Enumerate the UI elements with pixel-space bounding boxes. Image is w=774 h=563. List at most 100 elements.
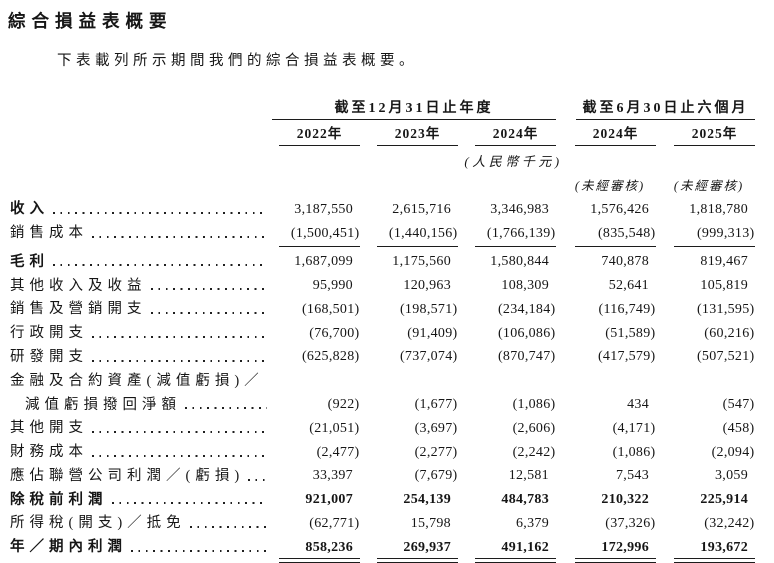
- row-label: 收入: [10, 201, 49, 218]
- value: 819,467: [700, 254, 748, 270]
- value: (60,216): [704, 325, 755, 341]
- row-label: 研發開支: [10, 348, 88, 365]
- table-row: 研發開支 (625,828) (737,074) (870,747) (417,579)…: [10, 342, 755, 366]
- value: (507,521): [696, 349, 755, 365]
- row-label: 金融及合約資產(減值虧損)／: [10, 372, 264, 389]
- value-cell: (32,242): [656, 516, 755, 532]
- value-cell: (835,548): [556, 226, 656, 242]
- row-label: 其他開支: [10, 420, 88, 437]
- value-cell: 1,818,780: [656, 202, 755, 218]
- value: (106,086): [497, 325, 556, 341]
- value-cell: (2,242): [458, 445, 556, 461]
- value: (547): [722, 397, 755, 413]
- table-row: 財務成本 (2,477) (2,277) (2,242) (1,086) (2,094): [10, 437, 755, 461]
- row-label-cell: 除稅前利潤: [10, 492, 272, 509]
- rule-single: [674, 245, 755, 247]
- value-cell: 33,397: [272, 468, 360, 484]
- value-cell: 15,798: [360, 516, 458, 532]
- row-label: 除稅前利潤: [10, 491, 108, 508]
- value: 33,397: [312, 468, 353, 484]
- value-cell: (2,094): [656, 445, 755, 461]
- row-label-cell: 應佔聯營公司利潤／(虧損): [10, 468, 272, 485]
- currency-note: (人民幣千元): [464, 154, 563, 169]
- value: (2,477): [316, 444, 360, 460]
- leader-dots: [53, 264, 267, 267]
- value: (21,051): [309, 420, 360, 436]
- value: (7,679): [414, 468, 458, 484]
- value-cell: 254,139: [360, 492, 458, 508]
- value-cell: (76,700): [272, 326, 360, 342]
- value: (76,700): [309, 325, 360, 341]
- value: 3,187,550: [294, 201, 353, 217]
- value: 7,543: [616, 468, 649, 484]
- value: 254,139: [403, 492, 451, 508]
- value: 1,818,780: [689, 201, 748, 217]
- rule-double: [279, 557, 360, 563]
- row-label-cell: 減值虧損撥回淨額: [10, 397, 272, 414]
- row-label-cell: 毛利: [10, 254, 272, 271]
- value: 108,309: [501, 278, 549, 294]
- leader-dots: [111, 502, 267, 505]
- value: (2,094): [711, 444, 755, 460]
- value-cell: 225,914: [656, 492, 755, 508]
- table-row: 收入 3,187,550 2,615,716 3,346,983 1,576,426 1,…: [10, 194, 755, 218]
- value: (2,242): [512, 444, 556, 460]
- row-label-cell: 銷售及營銷開支: [10, 301, 272, 318]
- leader-dots: [150, 311, 267, 314]
- value-cell: 105,819: [656, 278, 755, 294]
- row-label-cell: 其他開支: [10, 420, 272, 437]
- value-cell: (625,828): [272, 349, 360, 365]
- value-cell: 484,783: [458, 492, 556, 508]
- value: 491,162: [501, 539, 549, 555]
- subtotal-rule-row: [10, 242, 755, 247]
- value: (417,579): [597, 349, 656, 365]
- table-row: 減值虧損撥回淨額 (922) (1,677) (1,086) 434 (547): [10, 389, 755, 413]
- value-cell: 434: [556, 397, 656, 413]
- value-cell: (1,766,139): [458, 226, 556, 242]
- value-cell: (999,313): [656, 226, 755, 242]
- value: 1,576,426: [590, 201, 649, 217]
- row-label: 應佔聯營公司利潤／(虧損): [10, 467, 245, 484]
- value-cell: 1,576,426: [556, 202, 656, 218]
- value-cell: (116,749): [556, 302, 656, 318]
- value: 3,346,983: [490, 201, 549, 217]
- leader-dots: [92, 335, 267, 338]
- leader-dots: [92, 430, 267, 433]
- value: 52,641: [608, 278, 649, 294]
- leader-dots: [150, 288, 267, 291]
- value-cell: (37,326): [556, 516, 656, 532]
- value-cell: 52,641: [556, 278, 656, 294]
- value: 484,783: [501, 492, 549, 508]
- value-cell: 7,543: [556, 468, 656, 484]
- value: 12,581: [508, 468, 549, 484]
- value-cell: 1,580,844: [458, 254, 556, 270]
- value-cell: 491,162: [458, 540, 556, 556]
- value-cell: 193,672: [656, 540, 755, 556]
- row-label: 行政開支: [10, 325, 88, 342]
- row-label: 所得稅(開支)／抵免: [10, 515, 186, 532]
- column-group-annual: 截至12月31日止年度: [272, 97, 556, 120]
- rule-single: [377, 245, 458, 247]
- value: (835,548): [597, 225, 656, 241]
- value: 1,580,844: [490, 254, 549, 270]
- value: (62,771): [309, 516, 360, 532]
- value-cell: (4,171): [556, 421, 656, 437]
- value: (2,277): [414, 444, 458, 460]
- value: (1,440,156): [388, 225, 458, 241]
- column-group-annual-label: 截至12月31日止年度: [272, 97, 556, 120]
- value: 740,878: [601, 254, 649, 270]
- leader-dots: [53, 211, 267, 214]
- value: (870,747): [497, 349, 556, 365]
- column-header-2022: 2022年: [272, 122, 360, 146]
- value-cell: (106,086): [458, 326, 556, 342]
- rule-double: [475, 557, 556, 563]
- value-cell: 108,309: [458, 278, 556, 294]
- value: 2,615,716: [392, 201, 451, 217]
- value-cell: 3,059: [656, 468, 755, 484]
- value: (1,500,451): [290, 225, 360, 241]
- value-cell: 6,379: [458, 516, 556, 532]
- table-row: 毛利 1,687,099 1,175,560 1,580,844 740,878 819,…: [10, 247, 755, 271]
- value: 120,963: [403, 278, 451, 294]
- row-label: 其他收入及收益: [10, 277, 147, 294]
